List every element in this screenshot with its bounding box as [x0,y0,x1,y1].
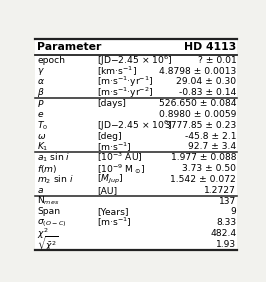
Bar [35,120,237,131]
Text: N$_{mes}$: N$_{mes}$ [37,195,60,207]
Text: $\sqrt{\bar{\chi}^2}$: $\sqrt{\bar{\chi}^2}$ [37,235,59,254]
Text: 482.4: 482.4 [210,229,236,238]
Text: $a$: $a$ [37,186,44,195]
Text: [10$^{-9}$ M$_\odot$]: [10$^{-9}$ M$_\odot$] [97,162,146,176]
Bar [35,39,237,55]
Text: 137: 137 [219,197,236,206]
Text: 1.2727: 1.2727 [205,186,236,195]
Bar [35,98,237,109]
Text: 92.7 ± 3.4: 92.7 ± 3.4 [188,142,236,151]
Text: $\sigma_{(O-C)}$: $\sigma_{(O-C)}$ [37,217,67,229]
Text: 0.8980 ± 0.0059: 0.8980 ± 0.0059 [159,110,236,119]
Text: [m·s$^{-1}$·yr$^{-1}$]: [m·s$^{-1}$·yr$^{-1}$] [97,75,154,89]
Text: $\omega$: $\omega$ [37,132,47,141]
Text: [m·s$^{-1}$·yr$^{-2}$]: [m·s$^{-1}$·yr$^{-2}$] [97,86,154,100]
Bar [35,185,237,196]
Text: 1.977 ± 0.088: 1.977 ± 0.088 [171,153,236,162]
Text: [days]: [days] [97,99,126,108]
Bar [35,77,237,87]
Text: 4.8798 ± 0.0013: 4.8798 ± 0.0013 [159,67,236,76]
Bar [35,142,237,152]
Text: 526.650 ± 0.084: 526.650 ± 0.084 [159,99,236,108]
Text: [m·s$^{-1}$]: [m·s$^{-1}$] [97,140,132,154]
Bar [35,228,237,239]
Bar [35,163,237,174]
Text: $a_1$ sin $i$: $a_1$ sin $i$ [37,151,71,164]
Text: $\alpha$: $\alpha$ [37,78,45,87]
Text: 8.33: 8.33 [216,218,236,227]
Text: epoch: epoch [37,56,65,65]
Text: [m·s$^{-1}$]: [m·s$^{-1}$] [97,216,132,229]
Text: 1.542 ± 0.072: 1.542 ± 0.072 [171,175,236,184]
Text: [JD−2.45 × 10$^6$]: [JD−2.45 × 10$^6$] [97,118,173,133]
Text: [Years]: [Years] [97,208,129,217]
Text: $e$: $e$ [37,110,45,119]
Bar [35,196,237,206]
Text: [$M_{Jup}$]: [$M_{Jup}$] [97,173,124,186]
Text: [deg]: [deg] [97,132,122,141]
Text: 1.93: 1.93 [216,240,236,249]
Bar [35,109,237,120]
Bar [35,66,237,77]
Text: $P$: $P$ [37,98,45,109]
Text: 9: 9 [231,208,236,217]
Text: $K_1$: $K_1$ [37,141,49,153]
Bar [35,55,237,66]
Bar [35,174,237,185]
Text: [AU]: [AU] [97,186,117,195]
Text: [km·s$^{-1}$]: [km·s$^{-1}$] [97,65,137,78]
Text: 3.73 ± 0.50: 3.73 ± 0.50 [182,164,236,173]
Bar [35,87,237,98]
Text: Parameter: Parameter [37,42,102,52]
Text: Span: Span [37,208,60,217]
Text: $m_2$ sin $i$: $m_2$ sin $i$ [37,173,74,186]
Bar [35,152,237,163]
Bar [35,239,237,250]
Text: $\gamma$: $\gamma$ [37,66,45,77]
Text: $T_0$: $T_0$ [37,119,49,132]
Text: 29.04 ± 0.30: 29.04 ± 0.30 [176,78,236,87]
Bar [35,217,237,228]
Text: -0.83 ± 0.14: -0.83 ± 0.14 [179,88,236,97]
Text: 3777.85 ± 0.23: 3777.85 ± 0.23 [165,121,236,130]
Text: $\beta$: $\beta$ [37,86,45,99]
Bar [35,131,237,142]
Text: -45.8 ± 2.1: -45.8 ± 2.1 [185,132,236,141]
Text: [10$^{-3}$ AU]: [10$^{-3}$ AU] [97,151,143,164]
Text: HD 4113: HD 4113 [184,42,236,52]
Text: $\chi^2$: $\chi^2$ [37,226,49,241]
Text: $f(m)$: $f(m)$ [37,163,58,175]
Text: ? ± 0.01: ? ± 0.01 [198,56,236,65]
Bar [35,206,237,217]
Text: [JD−2.45 × 10$^6$]: [JD−2.45 × 10$^6$] [97,53,173,67]
